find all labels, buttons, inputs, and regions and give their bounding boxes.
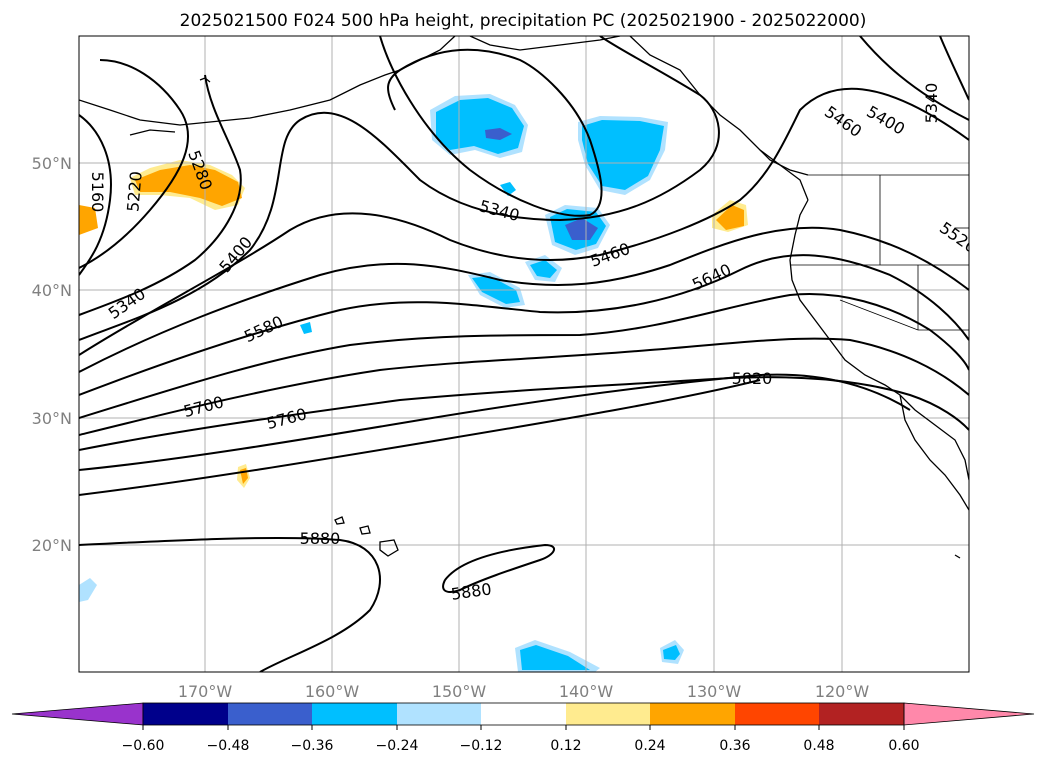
lat-label: 30°N [32,409,72,428]
colorbar-swatch [397,703,481,725]
colorbar-swatch [566,703,650,725]
colorbar-tick-label: −0.60 [122,738,165,754]
lon-label: 170°W [178,682,233,701]
contour-label: 5340 [922,83,941,124]
colorbar-swatch [481,703,566,725]
longitude-labels: 170°W 160°W 150°W 140°W 130°W 120°W [178,682,870,701]
colorbar-tick-label: 0.24 [634,738,665,754]
contour-label: 5220 [123,170,145,212]
colorbar-swatch [143,703,228,725]
colorbar-tick-label: 0.12 [550,738,581,754]
coastlines [79,36,969,559]
map-frame [78,35,970,673]
colorbar-tick-label: −0.36 [291,738,334,754]
contour-label: 5880 [300,529,341,548]
colorbar-extend-left [11,702,144,726]
colorbar-swatch [819,703,904,725]
lon-label: 150°W [432,682,487,701]
lon-label: 160°W [305,682,360,701]
colorbar: −0.60 −0.48 −0.36 −0.24 −0.12 0.12 0.24 … [11,702,1035,754]
height-contours [79,36,969,672]
precip-shading [79,94,748,672]
latitude-labels: 50°N 40°N 30°N 20°N [32,154,72,555]
lat-label: 50°N [32,154,72,173]
contour-label: 5160 [88,172,107,213]
lon-label: 120°W [815,682,870,701]
contour-label: 5820 [732,369,773,388]
colorbar-extend-right [903,702,1035,726]
colorbar-swatch [735,703,819,725]
graticule [79,36,969,672]
lon-label: 130°W [687,682,742,701]
colorbar-swatch [650,703,735,725]
colorbar-tick-label: 0.36 [719,738,750,754]
colorbar-tick-label: −0.24 [376,738,419,754]
colorbar-tick-label: −0.48 [207,738,250,754]
lat-label: 20°N [32,536,72,555]
colorbar-swatch [228,703,312,725]
colorbar-tick-label: −0.12 [460,738,503,754]
lat-label: 40°N [32,281,72,300]
map-panel: 5160 5220 5280 5340 5400 5460 5580 5640 … [79,36,969,672]
colorbar-ticks [142,725,905,730]
lon-label: 140°W [559,682,614,701]
colorbar-swatch [312,703,397,725]
colorbar-tick-label: 0.48 [803,738,834,754]
map-title: 2025021500 F024 500 hPa height, precipit… [180,11,867,31]
colorbar-tick-label: 0.60 [888,738,919,754]
